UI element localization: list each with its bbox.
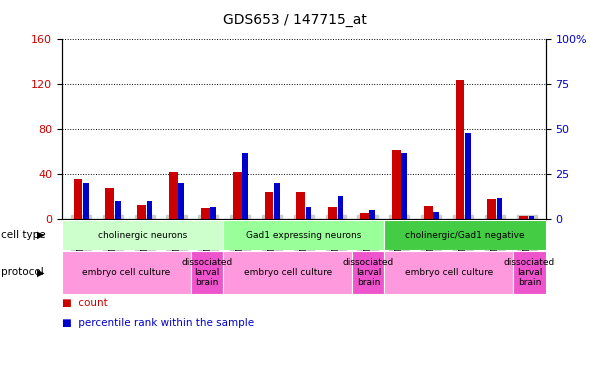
Bar [232, 172, 242, 219]
Bar [223, 251, 352, 294]
Text: cholinergic/Gad1 negative: cholinergic/Gad1 negative [405, 231, 525, 240]
Bar [497, 198, 503, 219]
Text: GDS653 / 147715_at: GDS653 / 147715_at [223, 13, 367, 27]
Bar [328, 207, 337, 219]
Bar [210, 207, 216, 219]
Bar [306, 207, 312, 219]
Bar [223, 220, 385, 250]
Bar [401, 153, 407, 219]
Bar [337, 196, 343, 219]
Text: protocol: protocol [1, 267, 44, 278]
Text: cell type: cell type [1, 230, 46, 240]
Bar [137, 205, 146, 219]
Bar [264, 192, 273, 219]
Bar [424, 206, 432, 219]
Bar [455, 80, 464, 219]
Bar [201, 208, 210, 219]
Text: dissociated
larval
brain: dissociated larval brain [182, 258, 232, 287]
Bar [385, 251, 513, 294]
Bar [62, 220, 223, 250]
Bar [519, 216, 528, 219]
Text: ▶: ▶ [37, 230, 44, 240]
Text: dissociated
larval
brain: dissociated larval brain [504, 258, 555, 287]
Text: Gad1 expressing neurons: Gad1 expressing neurons [246, 231, 362, 240]
Bar [191, 251, 223, 294]
Bar [83, 183, 88, 219]
Bar [433, 212, 439, 219]
Bar [169, 172, 178, 219]
Text: dissociated
larval
brain: dissociated larval brain [343, 258, 394, 287]
Text: embryo cell culture: embryo cell culture [244, 268, 332, 277]
Bar [178, 183, 184, 219]
Text: ▶: ▶ [37, 267, 44, 278]
Bar [146, 201, 152, 219]
Bar [296, 192, 305, 219]
Bar [465, 133, 471, 219]
Bar [385, 220, 546, 250]
Text: embryo cell culture: embryo cell culture [83, 268, 171, 277]
Bar [529, 216, 535, 219]
Text: ■  count: ■ count [62, 298, 108, 308]
Bar [487, 199, 496, 219]
Bar [352, 251, 385, 294]
Text: ■  percentile rank within the sample: ■ percentile rank within the sample [62, 318, 254, 328]
Bar [62, 251, 191, 294]
Text: cholinergic neurons: cholinergic neurons [98, 231, 187, 240]
Bar [74, 179, 83, 219]
Bar [513, 251, 546, 294]
Bar [369, 210, 375, 219]
Bar [115, 201, 120, 219]
Text: embryo cell culture: embryo cell culture [405, 268, 493, 277]
Bar [106, 188, 114, 219]
Bar [274, 183, 280, 219]
Bar [242, 153, 248, 219]
Bar [392, 150, 401, 219]
Bar [360, 213, 369, 219]
